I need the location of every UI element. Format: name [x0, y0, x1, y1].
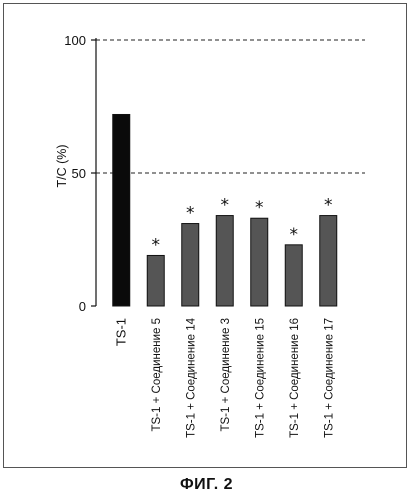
bar-1 — [147, 255, 164, 306]
category-label-2: TS-1 + Соединение 14 — [185, 317, 197, 438]
y-tick-label-0: 0 — [79, 299, 86, 314]
y-axis-label: T/C (%) — [55, 144, 69, 187]
significance-star-1: * — [152, 235, 161, 255]
category-label-6: TS-1 + Соединение 17 — [323, 318, 335, 438]
figure-caption: ФИГ. 2 — [0, 476, 413, 494]
category-label-5: TS-1 + Соединение 16 — [289, 318, 301, 438]
significance-star-3: * — [221, 196, 230, 216]
y-tick-label-100: 100 — [64, 33, 86, 48]
significance-star-5: * — [290, 225, 299, 245]
y-tick-label-50: 50 — [72, 166, 86, 181]
bar-3 — [216, 216, 233, 306]
category-label-1: TS-1 + Соединение 5 — [151, 318, 163, 432]
significance-star-2: * — [186, 204, 195, 224]
axes: 0 50 100 — [64, 33, 96, 314]
category-label-3: TS-1 + Соединение 3 — [220, 318, 232, 432]
gridlines — [96, 40, 365, 173]
significance-markers: * * * * * * — [152, 196, 333, 256]
bar-chart: 050100 ****** TS-1TS-1 + Соединение 5TS-… — [0, 0, 413, 470]
bar-5 — [285, 245, 302, 306]
category-label-0: TS-1 — [113, 318, 128, 346]
bar-0 — [113, 114, 130, 306]
bar-4 — [251, 218, 268, 306]
category-label-4: TS-1 + Соединение 15 — [254, 318, 266, 438]
bar-6 — [320, 216, 337, 306]
significance-star-6: * — [324, 196, 333, 216]
significance-star-4: * — [255, 198, 264, 218]
category-labels: TS-1 TS-1 + Соединение 5 TS-1 + Соединение… — [113, 317, 335, 438]
bar-2 — [182, 224, 199, 306]
